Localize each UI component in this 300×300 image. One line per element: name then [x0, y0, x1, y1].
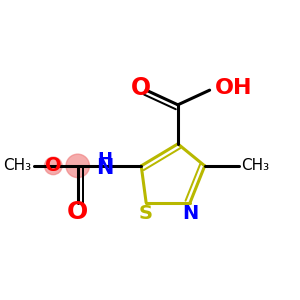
- Text: CH₃: CH₃: [242, 158, 269, 173]
- Text: S: S: [139, 204, 153, 223]
- Circle shape: [66, 154, 89, 178]
- Text: N: N: [96, 158, 113, 178]
- Text: CH₃: CH₃: [3, 158, 31, 173]
- Text: H: H: [97, 151, 112, 169]
- Text: O: O: [45, 156, 62, 176]
- Text: O: O: [131, 76, 151, 100]
- Text: N: N: [182, 204, 198, 223]
- Text: OH: OH: [214, 78, 252, 98]
- Circle shape: [44, 157, 62, 175]
- Text: O: O: [67, 200, 88, 224]
